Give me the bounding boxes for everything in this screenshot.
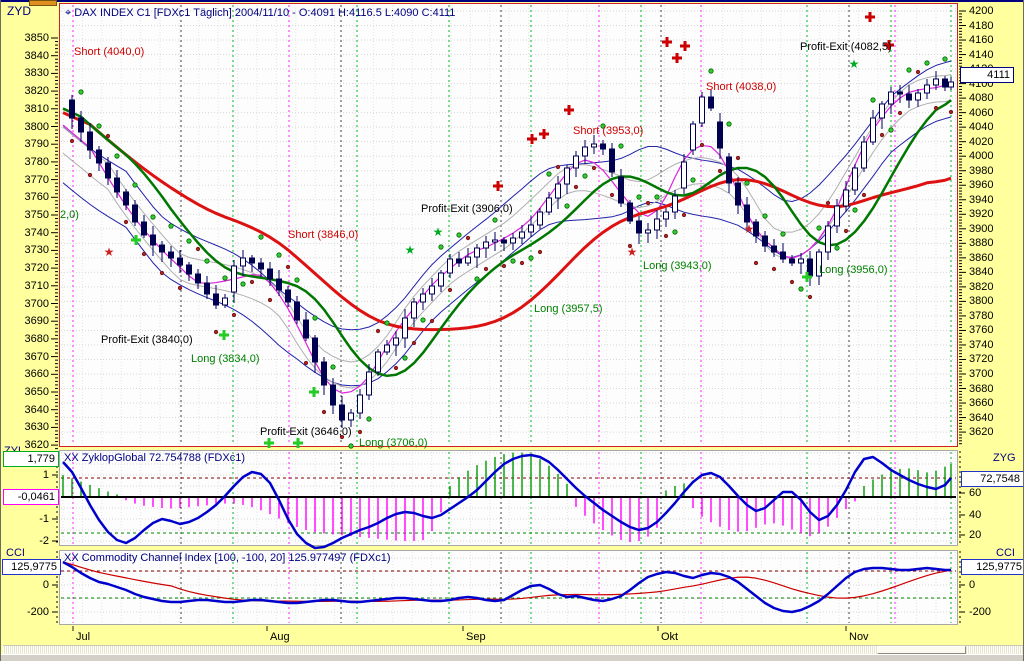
- axis-tick-label-left: 0: [42, 579, 49, 591]
- axis-tick-label-left: 3790: [24, 138, 49, 151]
- cci-right-value-box[interactable]: 125,9775: [961, 559, 1023, 575]
- chart-icon: ⌖: [65, 7, 72, 19]
- axis-tick-label-left: 3710: [24, 279, 49, 292]
- axis-tick-label-right: 4040: [969, 121, 994, 134]
- axis-tick-label-left: -2: [39, 535, 49, 547]
- axis-tick-label-left: 3810: [24, 102, 49, 115]
- axis-tick-label-right: 3880: [969, 237, 994, 250]
- axis-tick-label-left: -200: [26, 606, 49, 618]
- axis-tick-label-left: 3730: [24, 244, 49, 257]
- right-scale-name-cci: CCI: [996, 547, 1015, 559]
- axis-tick-label-left: 3820: [24, 85, 49, 98]
- left-scale-name-cci: CCI: [6, 547, 25, 559]
- axis-tick-label-right: 3780: [969, 309, 994, 322]
- scrollbar-thumb[interactable]: [877, 646, 966, 654]
- axis-tick-label-right: 4200: [969, 5, 994, 17]
- axis-tick-label-right: 3620: [969, 426, 994, 439]
- axis-tick-label-right: 3860: [969, 251, 994, 264]
- axis-tick-label-left: 3770: [24, 173, 49, 186]
- axis-tick-label-left: 3640: [24, 403, 49, 416]
- price-panel-title: ⌖ DAX INDEX C1 [FDXc1 Täglich] 2004/11/1…: [65, 7, 455, 20]
- axis-tick-label-right: 4060: [969, 106, 994, 119]
- zyklop-current-value-box[interactable]: -0,0461: [3, 489, 59, 505]
- axis-tick-label-left: 3660: [24, 368, 49, 381]
- axis-tick-label-left: 3800: [24, 120, 49, 133]
- axis-tick-label-left: 3850: [24, 32, 49, 44]
- axis-tick-label-left: 3670: [24, 350, 49, 363]
- axis-tick-label-right: 3660: [969, 397, 994, 410]
- axis-tick-label-right: 3820: [969, 280, 994, 293]
- window-top-strip: [1, 0, 1023, 2]
- axis-tick-label-left: 3740: [24, 226, 49, 239]
- axis-tick-label-right: 4020: [969, 135, 994, 148]
- axis-tick-label-right: 3960: [969, 179, 994, 192]
- axis-tick-label-right: 3640: [969, 411, 994, 424]
- axis-tick-label-left: 3720: [24, 262, 49, 275]
- axis-tick-label-left: -1: [39, 513, 49, 525]
- cci-panel-title: XX Commodity Channel Index [100, -100, 2…: [64, 552, 391, 564]
- axis-tick-label-right: 4000: [969, 150, 994, 163]
- axis-tick-label-right: 4180: [969, 19, 994, 32]
- current-price-box[interactable]: 4111: [960, 67, 1014, 83]
- axis-tick-label-left: 3780: [24, 155, 49, 168]
- axis-tick-label-left: 3700: [24, 297, 49, 310]
- price-chart-panel[interactable]: [59, 3, 958, 447]
- axis-tick-label-left: 3630: [24, 421, 49, 434]
- axis-tick-label-right: 0: [969, 579, 976, 591]
- axis-tick-label-right: 4140: [969, 48, 994, 61]
- axis-tick-label-left: 3680: [24, 332, 49, 345]
- axis-tick-label-right: 3700: [969, 368, 994, 380]
- left-scale-name-zyd: ZYD: [7, 4, 31, 18]
- time-axis: [59, 625, 958, 645]
- axis-tick-label-right: 3840: [969, 266, 994, 279]
- cci-left-value-box[interactable]: 125,9775: [2, 559, 61, 575]
- axis-tick-label-right: 3980: [969, 164, 994, 177]
- axis-tick-label-right: 4160: [969, 34, 994, 47]
- right-scale-name-zyg: ZYG: [993, 452, 1016, 464]
- axis-tick-label-left: 3830: [24, 67, 49, 80]
- axis-tick-label-left: 1: [42, 469, 49, 481]
- axis-tick-label-left: 3750: [24, 209, 49, 221]
- window-tab[interactable]: [29, 0, 57, 6]
- axis-tick-label-right: 3680: [969, 382, 994, 395]
- axis-tick-label-right: 3760: [969, 324, 994, 337]
- zyklopglobal-panel[interactable]: [59, 450, 958, 546]
- axis-tick-label-right: 20: [969, 529, 982, 541]
- axis-tick-label-right: 40: [969, 509, 982, 521]
- axis-tick-label-right: 60: [969, 487, 982, 499]
- axis-tick-label-right: 3920: [969, 208, 994, 221]
- zyklop-upper-value-box[interactable]: 1,779: [3, 451, 59, 467]
- axis-tick-label-right: 3900: [969, 222, 994, 235]
- window-bottom-edge: [1, 654, 1023, 661]
- axis-tick-label-left: 3840: [24, 49, 49, 62]
- axis-tick-label-right: 4080: [969, 92, 994, 105]
- zyg-right-value-box[interactable]: 72,7548: [961, 471, 1023, 487]
- axis-tick-label-right: 3720: [969, 353, 994, 366]
- axis-tick-label-left: 3690: [24, 315, 49, 328]
- horizontal-scrollbar[interactable]: [3, 645, 1023, 654]
- zyklop-panel-title: XX ZyklopGlobal 72.754788 (FDXc1): [64, 452, 245, 464]
- axis-tick-label-right: -200: [969, 606, 992, 618]
- axis-tick-label-right: 3740: [969, 338, 994, 351]
- price-panel-title-text: DAX INDEX C1 [FDXc1 Täglich] 2004/11/10 …: [74, 7, 456, 19]
- axis-tick-label-right: 3940: [969, 193, 994, 206]
- axis-tick-label-left: 3760: [24, 191, 49, 204]
- axis-tick-label-left: 3650: [24, 386, 49, 398]
- axis-tick-label-right: 3800: [969, 295, 994, 308]
